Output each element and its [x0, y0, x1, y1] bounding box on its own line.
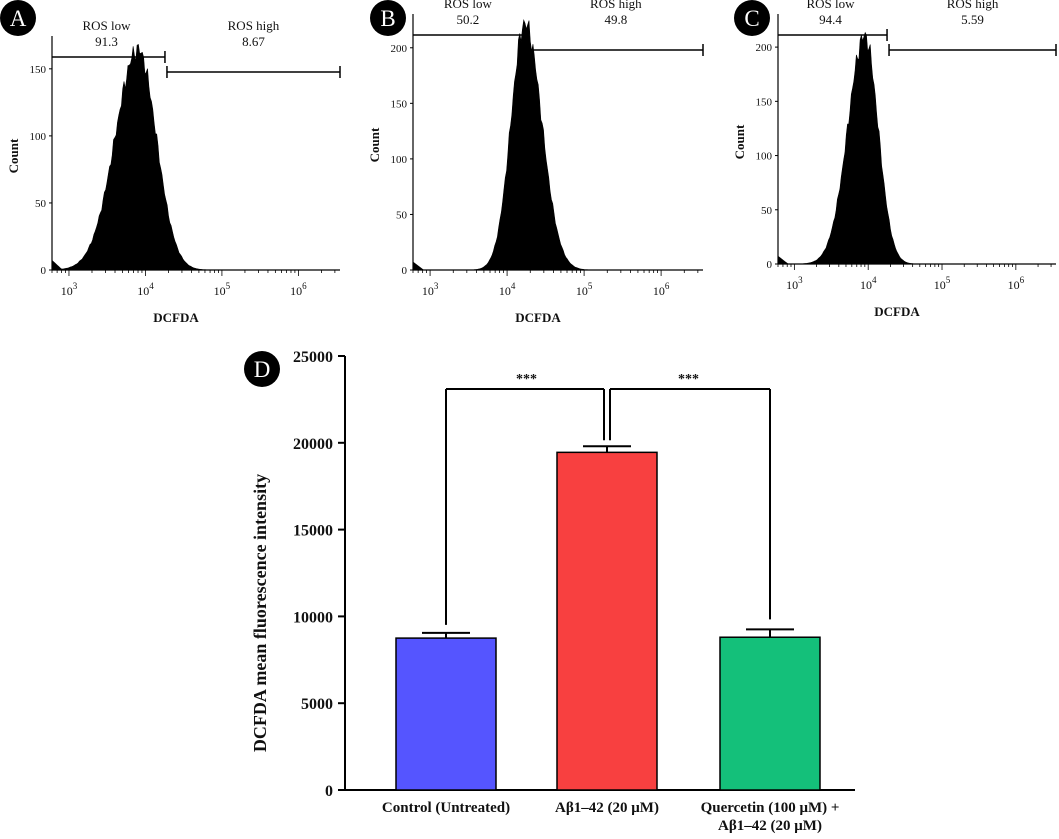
- gate-percent: 49.8: [604, 12, 627, 27]
- y-tick-label: 200: [391, 43, 408, 55]
- gate-percent: 94.4: [819, 12, 842, 27]
- x-tick-label: 104: [860, 275, 877, 292]
- bar: [719, 636, 821, 791]
- x-tick-label: 105: [576, 281, 593, 298]
- histogram-panel-c: C 0 50 100 150 200 103 104 105 106 DCFDA Count ROS l…: [732, 0, 1057, 319]
- x-tick-label: 103: [61, 281, 78, 298]
- y-tick-label: 0: [41, 265, 47, 277]
- y-tick-label: 10000: [293, 609, 333, 626]
- y-tick-label: 25000: [293, 349, 333, 366]
- y-axis-title: DCFDA mean fluorescence intensity: [250, 474, 270, 752]
- y-tick-label: 50: [35, 198, 47, 210]
- panel-label: B: [380, 6, 395, 31]
- x-tick-label: 106: [1008, 275, 1025, 292]
- gate-name: ROS low: [806, 0, 855, 11]
- histogram-area: [51, 43, 340, 271]
- x-axis-title: DCFDA: [153, 310, 199, 325]
- gate-name: ROS high: [228, 18, 280, 33]
- x-axis-title: DCFDA: [874, 304, 920, 319]
- panel-label: C: [744, 6, 759, 31]
- x-tick-label: 104: [499, 281, 516, 298]
- bar-chart-panel-d: D 0 5000 10000 15000 20000 25000 DCFDA mean flu…: [244, 349, 855, 834]
- x-tick-label: 105: [214, 281, 231, 298]
- x-axis-title: DCFDA: [515, 310, 561, 325]
- histogram-area: [412, 18, 703, 271]
- y-tick-label: 100: [30, 131, 47, 143]
- category-label: Quercetin (100 μM) +: [701, 800, 840, 816]
- histogram-area: [777, 31, 1056, 265]
- x-tick-label: 105: [934, 275, 951, 292]
- category-label: Aβ1–42 (20 μM): [718, 818, 822, 834]
- bar: [556, 451, 658, 791]
- gate-name: ROS low: [82, 18, 131, 33]
- y-tick-label: 100: [756, 151, 773, 163]
- x-tick-label: 106: [290, 281, 307, 298]
- gate-name: ROS high: [947, 0, 999, 11]
- panel-label-badge: [370, 0, 406, 36]
- panel-label-badge: [734, 0, 770, 36]
- y-tick-label: 200: [756, 42, 773, 54]
- x-tick-label: 103: [786, 275, 803, 292]
- gate-percent: 8.67: [242, 34, 265, 49]
- y-tick-label: 150: [756, 96, 773, 108]
- panel-label: A: [10, 6, 27, 31]
- y-axis-title: Count: [732, 124, 747, 159]
- y-tick-label: 100: [391, 154, 408, 166]
- y-axis-title: Count: [6, 138, 21, 173]
- y-tick-label: 150: [30, 64, 47, 76]
- gate-percent: 91.3: [95, 34, 118, 49]
- y-axis-title: Count: [367, 127, 382, 162]
- panel-label-badge: [244, 351, 280, 387]
- y-tick-label: 15000: [293, 523, 333, 540]
- y-tick-label: 0: [767, 259, 773, 271]
- y-tick-label: 5000: [301, 696, 333, 713]
- gate-percent: 50.2: [456, 12, 479, 27]
- significance-label: ***: [678, 372, 699, 387]
- y-tick-label: 0: [402, 265, 408, 277]
- bar: [395, 637, 497, 791]
- panel-label: D: [254, 357, 271, 382]
- gate-name: ROS high: [590, 0, 642, 11]
- y-tick-label: 150: [391, 98, 408, 110]
- y-tick-label: 0: [325, 783, 333, 800]
- x-tick-label: 104: [137, 281, 154, 298]
- x-tick-label: 106: [653, 281, 670, 298]
- y-tick-label: 50: [761, 205, 773, 217]
- y-tick-label: 50: [396, 209, 408, 221]
- category-label: Control (Untreated): [382, 800, 510, 816]
- gate-name: ROS low: [444, 0, 493, 11]
- histogram-panel-a: A 0 50 100 150 103 104 105 106 DCFDA Count ROS low9…: [0, 0, 341, 325]
- category-label: Aβ1–42 (20 μM): [555, 800, 659, 816]
- significance-label: ***: [516, 372, 537, 387]
- gate-percent: 5.59: [961, 12, 984, 27]
- y-tick-label: 20000: [293, 436, 333, 453]
- histogram-panel-b: B 0 50 100 150 200 103 104 105 106 DCFDA Count ROS l…: [367, 0, 704, 325]
- panel-label-badge: [0, 0, 36, 36]
- x-tick-label: 103: [422, 281, 439, 298]
